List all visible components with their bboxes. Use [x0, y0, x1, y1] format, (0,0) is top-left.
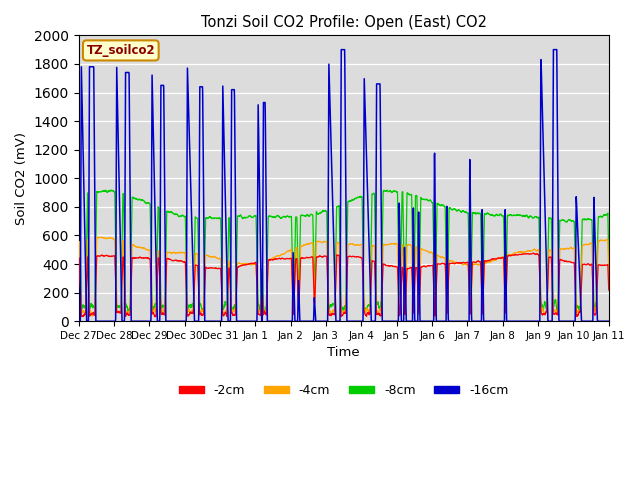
- -2cm: [152, 314, 159, 320]
- -16cm: [337, 47, 345, 52]
- -8cm: [135, 196, 143, 202]
- -8cm: [75, 249, 83, 255]
- -2cm: [75, 284, 83, 290]
- -2cm: [605, 287, 612, 293]
- -16cm: [301, 318, 308, 324]
- -4cm: [167, 250, 175, 256]
- -16cm: [75, 318, 83, 324]
- -8cm: [301, 213, 309, 219]
- -16cm: [595, 318, 602, 324]
- Y-axis label: Soil CO2 (mV): Soil CO2 (mV): [15, 132, 28, 225]
- Line: -4cm: -4cm: [79, 237, 609, 316]
- Line: -16cm: -16cm: [79, 49, 609, 321]
- -2cm: [135, 255, 143, 261]
- -8cm: [595, 214, 602, 220]
- -8cm: [167, 209, 175, 215]
- -4cm: [94, 234, 102, 240]
- Legend: -2cm, -4cm, -8cm, -16cm: -2cm, -4cm, -8cm, -16cm: [173, 379, 514, 402]
- -2cm: [167, 257, 175, 263]
- -2cm: [538, 311, 545, 317]
- -16cm: [166, 318, 174, 324]
- -4cm: [605, 274, 612, 279]
- Line: -8cm: -8cm: [79, 190, 609, 312]
- -2cm: [301, 255, 309, 261]
- -16cm: [605, 318, 612, 324]
- -16cm: [538, 70, 545, 76]
- -4cm: [595, 239, 602, 244]
- -4cm: [75, 275, 83, 281]
- -8cm: [278, 215, 286, 220]
- -16cm: [278, 318, 285, 324]
- Line: -2cm: -2cm: [79, 253, 609, 317]
- -2cm: [530, 250, 538, 256]
- -4cm: [136, 244, 143, 250]
- -2cm: [595, 262, 602, 268]
- X-axis label: Time: Time: [327, 347, 360, 360]
- -8cm: [605, 259, 612, 264]
- -4cm: [538, 309, 545, 314]
- Title: Tonzi Soil CO2 Profile: Open (East) CO2: Tonzi Soil CO2 Profile: Open (East) CO2: [200, 15, 486, 30]
- -16cm: [135, 318, 143, 324]
- -4cm: [301, 242, 309, 248]
- -8cm: [262, 310, 269, 315]
- -4cm: [278, 252, 286, 257]
- -4cm: [88, 313, 96, 319]
- -2cm: [278, 255, 286, 261]
- -8cm: [108, 187, 115, 193]
- -8cm: [538, 301, 545, 307]
- Text: TZ_soilco2: TZ_soilco2: [86, 44, 155, 57]
